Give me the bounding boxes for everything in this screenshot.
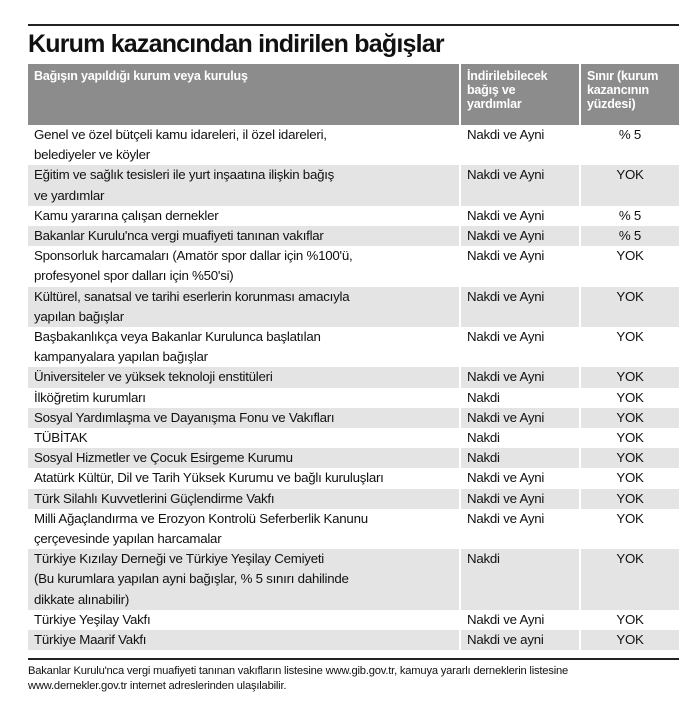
table-cell: YOK xyxy=(579,387,679,408)
table-cell: YOK xyxy=(579,165,679,206)
title: Kurum kazancından indirilen bağışlar xyxy=(28,30,445,58)
table-cell: Nakdi ve Ayni xyxy=(459,246,580,287)
table-cell: YOK xyxy=(579,488,679,509)
table-cell: Sponsorluk harcamaları (Amatör spor dall… xyxy=(34,248,353,284)
table-cell: Nakdi xyxy=(459,448,580,469)
table: Bağışın yapıldığı kurum veya kuruluş İndi… xyxy=(28,64,679,651)
table-cell: Nakdi xyxy=(459,428,580,449)
table-row: Milli Ağaçlandırma ve Erozyon Kontrolü S… xyxy=(28,508,679,550)
table-body: Genel ve özel bütçeli kamu idareleri, il… xyxy=(28,125,679,651)
table-cell: YOK xyxy=(579,286,679,328)
table-cell: Nakdi ve Ayni xyxy=(459,286,580,328)
footnote: Bakanlar Kurulu'nca vergi muafiyeti tanı… xyxy=(28,665,569,692)
table-cell: Kültürel, sanatsal ve tarihi eserlerin k… xyxy=(28,286,460,328)
table-cell: % 5 xyxy=(579,125,679,166)
table-cell: Nakdi xyxy=(459,549,580,610)
table-cell: YOK xyxy=(579,246,679,287)
table-row: Türk Silahlı Kuvvetlerini Güçlendirme Va… xyxy=(28,488,679,509)
table-row: Sosyal Hizmetler ve Çocuk Esirgeme Kurum… xyxy=(28,448,679,469)
table-cell: Eğitim ve sağlık tesisleri ile yurt inşa… xyxy=(28,165,460,206)
table-cell: Kamu yararına çalışan dernekler xyxy=(34,207,219,223)
table-cell: Nakdi ve Ayni xyxy=(459,125,580,166)
table-cell: Nakdi ve Ayni xyxy=(459,508,580,550)
table-cell: YOK xyxy=(579,407,679,429)
header-cell: Bağışın yapıldığı kurum veya kuruluş xyxy=(28,64,460,125)
footnote-rule xyxy=(28,658,679,660)
table-row: Türkiye Kızılay Derneği ve Türkiye Yeşil… xyxy=(28,549,679,610)
table-row: İlköğretim kurumları Nakdi YOK xyxy=(28,387,679,408)
table-cell: TÜBİTAK xyxy=(34,430,88,446)
table-cell: YOK xyxy=(579,428,679,449)
table-cell: % 5 xyxy=(579,205,679,227)
table-cell: % 5 xyxy=(579,226,679,247)
table-cell: Türkiye Yeşilay Vakfı xyxy=(34,611,151,627)
table-cell: Nakdi ve Ayni xyxy=(459,226,580,247)
table-row: Kamu yararına çalışan dernekler Nakdi ve … xyxy=(28,205,679,227)
top-rule xyxy=(28,24,679,26)
header-cell: Sınır (kurum kazancının yüzdesi) xyxy=(579,64,679,125)
table-cell: Nakdi ve Ayni xyxy=(459,407,580,429)
table-cell: Sosyal Hizmetler ve Çocuk Esirgeme Kurum… xyxy=(28,448,460,469)
table-cell: Nakdi ve Ayni xyxy=(459,609,580,631)
table-cell: Nakdi ve Ayni xyxy=(459,205,580,227)
table-row: Kültürel, sanatsal ve tarihi eserlerin k… xyxy=(28,286,679,328)
table-row: Sosyal Yardımlaşma ve Dayanışma Fonu ve … xyxy=(28,407,679,429)
table-row: Bakanlar Kurulu'nca vergi muafiyeti tanı… xyxy=(28,226,679,247)
table-row: TÜBİTAK Nakdi YOK xyxy=(28,428,679,449)
table-cell: Nakdi ve Ayni xyxy=(459,488,580,509)
table-cell: Nakdi ve ayni xyxy=(459,630,580,651)
table-row: Üniversiteler ve yüksek teknoloji enstit… xyxy=(28,367,679,388)
table-cell: Nakdi ve Ayni xyxy=(459,468,580,489)
table-row: Başbakanlıkça veya Bakanlar Kurulunca ba… xyxy=(28,327,679,368)
table-cell: Sosyal Yardımlaşma ve Dayanışma Fonu ve … xyxy=(28,407,460,429)
table-cell: YOK xyxy=(579,468,679,489)
header-cell: İndirilebilecek bağış ve yardımlar xyxy=(459,64,580,125)
table-cell: Nakdi ve Ayni xyxy=(459,327,580,368)
table-cell: YOK xyxy=(579,508,679,550)
table-cell: İlköğretim kurumları xyxy=(34,389,146,405)
table-cell: Nakdi ve Ayni xyxy=(459,367,580,388)
table-row: Eğitim ve sağlık tesisleri ile yurt inşa… xyxy=(28,165,679,206)
table-cell: Başbakanlıkça veya Bakanlar Kurulunca ba… xyxy=(34,329,321,365)
table-cell: YOK xyxy=(579,630,679,651)
table-row: Türkiye Yeşilay Vakfı Nakdi ve Ayni YOK xyxy=(28,609,679,631)
table-cell: Türk Silahlı Kuvvetlerini Güçlendirme Va… xyxy=(28,488,460,509)
table-cell: Nakdi ve Ayni xyxy=(459,165,580,206)
table-row: Atatürk Kültür, Dil ve Tarih Yüksek Kuru… xyxy=(28,468,679,489)
table-cell: Türkiye Maarif Vakfı xyxy=(28,630,460,651)
table-cell: YOK xyxy=(579,327,679,368)
table-cell: Milli Ağaçlandırma ve Erozyon Kontrolü S… xyxy=(34,510,368,547)
table-cell: Türkiye Kızılay Derneği ve Türkiye Yeşil… xyxy=(28,549,460,610)
table-cell: Atatürk Kültür, Dil ve Tarih Yüksek Kuru… xyxy=(34,470,384,486)
header-row: Bağışın yapıldığı kurum veya kuruluş İndi… xyxy=(28,64,679,125)
table-cell: Üniversiteler ve yüksek teknoloji enstit… xyxy=(28,367,460,388)
table-row: Genel ve özel bütçeli kamu idareleri, il… xyxy=(28,125,679,166)
table-cell: YOK xyxy=(579,609,679,631)
table-cell: YOK xyxy=(579,549,679,610)
table-cell: Genel ve özel bütçeli kamu idareleri, il… xyxy=(34,127,327,163)
table-row: Sponsorluk harcamaları (Amatör spor dall… xyxy=(28,246,679,287)
table-cell: Nakdi xyxy=(459,387,580,408)
table-cell: Bakanlar Kurulu'nca vergi muafiyeti tanı… xyxy=(28,226,460,247)
table-cell: YOK xyxy=(579,367,679,388)
table-row: Türkiye Maarif Vakfı Nakdi ve ayni YOK xyxy=(28,630,679,651)
table-cell: YOK xyxy=(579,448,679,469)
